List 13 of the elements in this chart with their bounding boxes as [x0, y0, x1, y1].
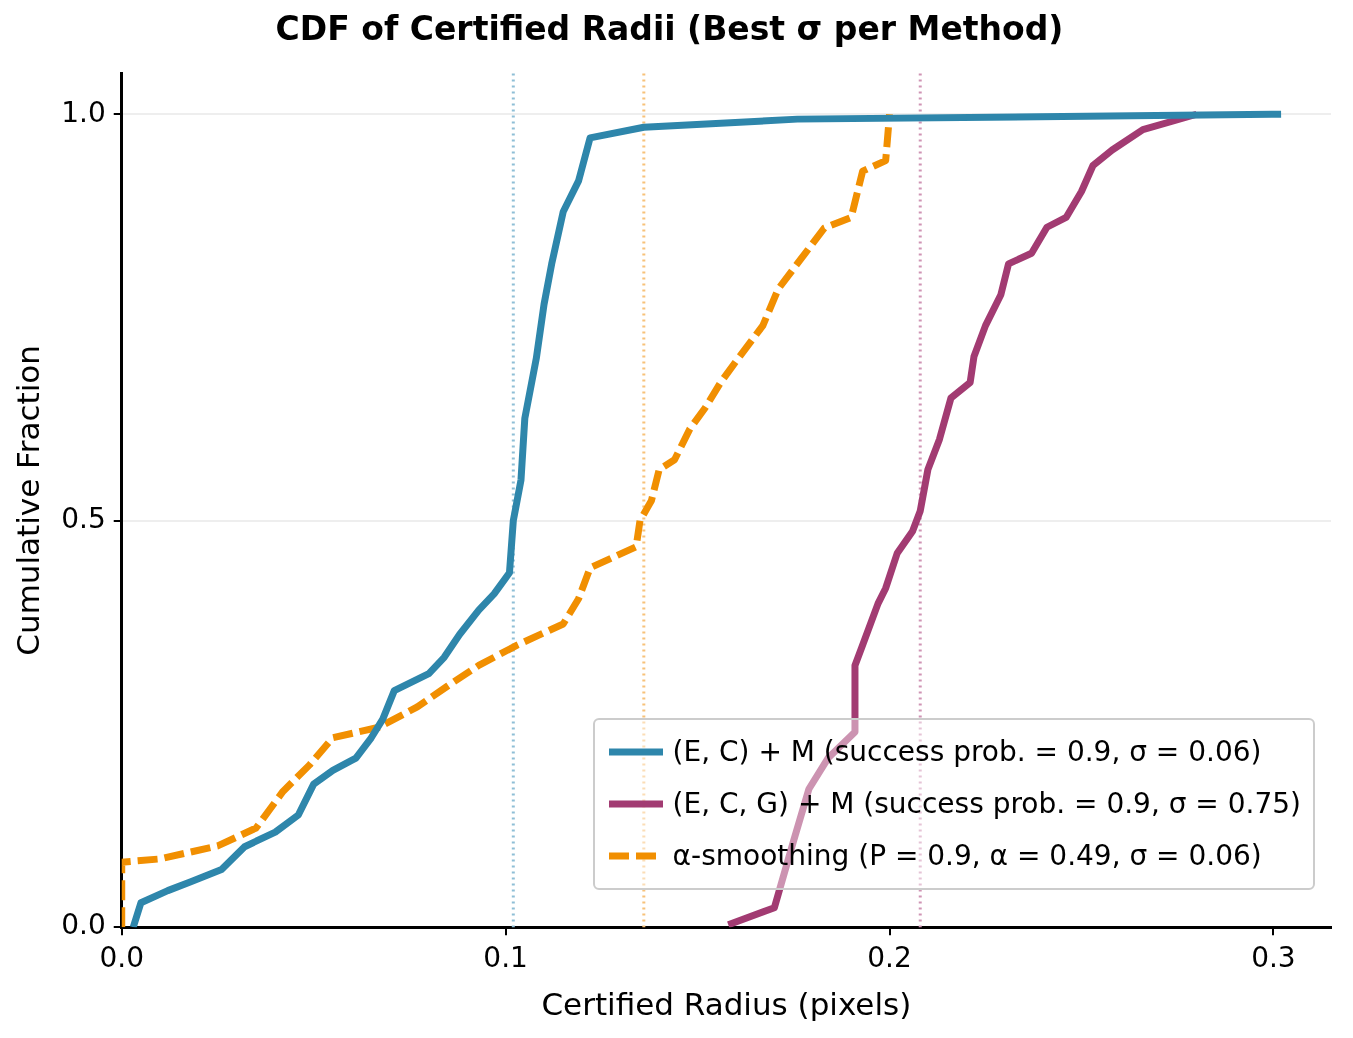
y-tick-label: 0.5	[61, 502, 106, 536]
x-axis-title: Certified Radius (pixels)	[541, 986, 912, 1023]
x-tick-label: 0.2	[867, 941, 912, 975]
y-axis-title: Cumulative Fraction	[9, 345, 46, 656]
legend-label: α-smoothing (P = 0.9, α = 0.49, σ = 0.06)	[672, 838, 1262, 874]
y-tick-label: 0.0	[61, 908, 106, 942]
y-tick-label: 1.0	[61, 95, 106, 129]
x-tick-label: 0.0	[99, 941, 144, 975]
x-tick-label: 0.3	[1251, 941, 1296, 975]
legend-label: (E, C) + M (success prob. = 0.9, σ = 0.06)	[672, 734, 1262, 770]
legend-label: (E, C, G) + M (success prob. = 0.9, σ = 0.75)	[672, 786, 1301, 822]
x-tick-label: 0.1	[483, 941, 528, 975]
chart-title: CDF of Certified Radii (Best σ per Method)	[275, 9, 1064, 49]
